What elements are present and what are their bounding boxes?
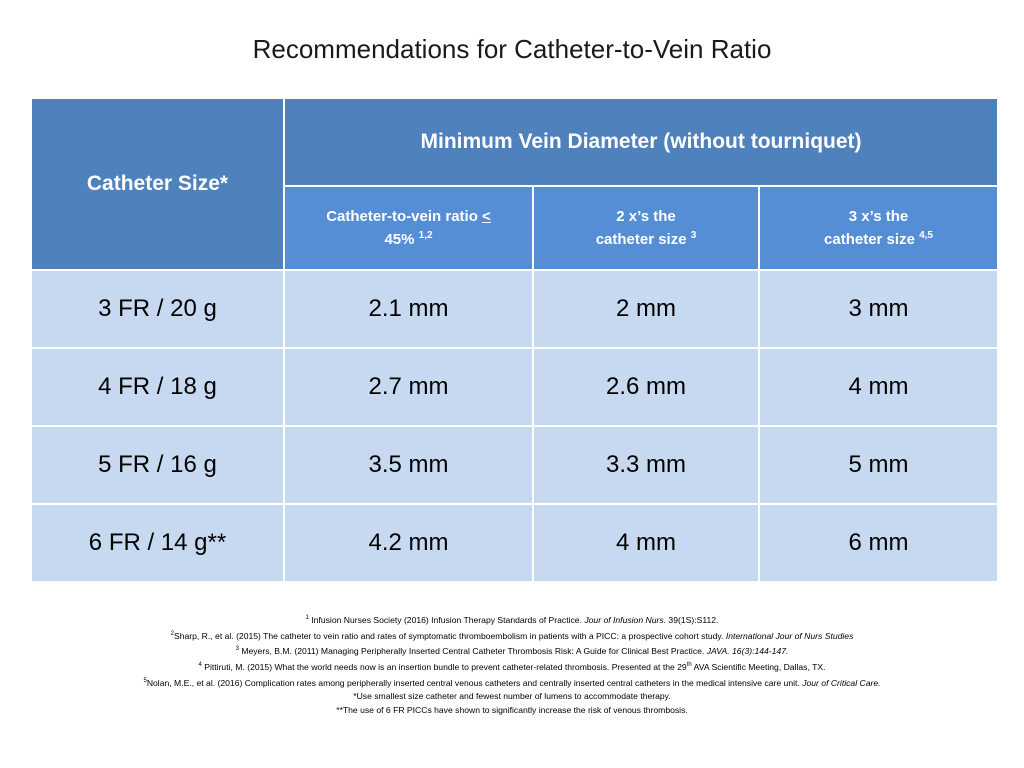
table-row: 5 FR / 16 g 3.5 mm 3.3 mm 5 mm: [30, 425, 1000, 505]
subheader-2x-line2: catheter size: [595, 231, 691, 248]
subheader-2x-line1: 2 x’s the: [616, 207, 676, 225]
table-row: 6 FR / 14 g** 4.2 mm 4 mm 6 mm: [30, 503, 1000, 583]
table-row: 3 FR / 20 g 2.1 mm 2 mm 3 mm: [30, 269, 1000, 349]
cell-catheter-size: 5 FR / 16 g: [30, 425, 285, 505]
cell-2x-diameter: 2.6 mm: [532, 347, 760, 427]
header-catheter-size: Catheter Size*: [30, 97, 285, 271]
reference-3-text: Meyers, B.M. (2011) Managing Peripherall…: [238, 646, 707, 657]
cell-catheter-size: 3 FR / 20 g: [30, 269, 285, 349]
cell-catheter-size: 6 FR / 14 g**: [30, 503, 285, 583]
cell-ratio-diameter: 2.7 mm: [283, 347, 534, 427]
subheader-3x-line2: catheter size: [824, 231, 920, 248]
cell-2x-diameter: 4 mm: [532, 503, 760, 583]
reference-5: 5Nolan, M.E., et al. (2016) Complication…: [0, 675, 1024, 691]
cell-ratio-diameter: 2.1 mm: [283, 269, 534, 349]
subheader-2x-ref: 3: [690, 230, 697, 241]
reference-1-text: Infusion Nurses Society (2016) Infusion …: [308, 614, 585, 625]
subheader-3x: 3 x’s the catheter size 4,5: [757, 185, 1000, 271]
table-row: 4 FR / 18 g 2.7 mm 2.6 mm 4 mm: [30, 347, 1000, 427]
reference-1-number: 1: [305, 615, 309, 621]
reference-4: 4 Pittiruti, M. (2015) What the world ne…: [0, 659, 1024, 675]
subheader-ratio: Catheter-to-vein ratio < 45% 1,2: [283, 185, 534, 271]
cell-2x-diameter: 2 mm: [532, 269, 760, 349]
cell-ratio-diameter: 3.5 mm: [283, 425, 534, 505]
subheader-2x: 2 x’s the catheter size 3: [532, 185, 760, 271]
reference-2-journal: International Jour of Nurs Studies: [725, 630, 854, 641]
cell-2x-diameter: 3.3 mm: [532, 425, 760, 505]
cell-3x-diameter: 4 mm: [757, 347, 1000, 427]
reference-2-text: Sharp, R., et al. (2015) The catheter to…: [173, 630, 726, 641]
reference-3-number: 3: [235, 646, 239, 653]
reference-1: 1 Infusion Nurses Society (2016) Infusio…: [0, 612, 1024, 628]
subheader-ratio-ref: 1,2: [418, 230, 433, 241]
subheader-ratio-text: Catheter-to-vein ratio: [326, 207, 483, 225]
subheader-ratio-lte: <: [482, 207, 491, 225]
subheader-ratio-pct: 45%: [384, 231, 419, 248]
reference-2-number: 2: [170, 630, 174, 637]
cell-3x-diameter: 5 mm: [757, 425, 1000, 505]
cell-3x-diameter: 6 mm: [757, 503, 1000, 583]
subheader-3x-ref: 4,5: [919, 230, 933, 241]
header-min-vein-diameter: Minimum Vein Diameter (without tournique…: [282, 97, 1000, 187]
cell-3x-diameter: 3 mm: [757, 269, 1000, 349]
reference-1-journal: Jour of Infusion Nurs.: [584, 614, 667, 625]
references-block: 1 Infusion Nurses Society (2016) Infusio…: [0, 612, 1024, 718]
cell-catheter-size: 4 FR / 18 g: [30, 347, 285, 427]
subheader-3x-line1: 3 x’s the: [848, 207, 909, 225]
reference-5-journal: Jour of Critical Care.: [802, 677, 881, 688]
header-row-sub: Catheter-to-vein ratio < 45% 1,2 2 x’s t…: [31, 185, 1000, 271]
reference-4-number: 4: [198, 661, 202, 668]
reference-3: 3 Meyers, B.M. (2011) Managing Periphera…: [0, 643, 1024, 659]
reference-4-text: Pittiruti, M. (2015) What the world need…: [201, 661, 687, 672]
header-row-main: Catheter Size* Minimum Vein Diameter (wi…: [30, 97, 1000, 271]
footnote-smallest-catheter: *Use smallest size catheter and fewest n…: [353, 691, 671, 702]
reference-2: 2Sharp, R., et al. (2015) The catheter t…: [0, 628, 1024, 644]
reference-4-ordinal: th: [686, 661, 692, 668]
slide-title: Recommendations for Catheter-to-Vein Rat…: [252, 34, 772, 64]
footnote-6fr-picc: **The use of 6 FR PICCs have shown to si…: [336, 705, 688, 716]
reference-5-text: Nolan, M.E., et al. (2016) Complication …: [146, 677, 803, 688]
catheter-vein-table: Catheter Size* Minimum Vein Diameter (wi…: [30, 97, 1000, 583]
reference-5-number: 5: [143, 677, 147, 684]
reference-3-journal: JAVA. 16(3):144-147.: [706, 646, 789, 657]
cell-ratio-diameter: 4.2 mm: [283, 503, 534, 583]
reference-1-citation: 39(1S):S112.: [666, 614, 719, 625]
reference-4-venue: AVA Scientific Meeting, Dallas, TX.: [691, 661, 826, 672]
